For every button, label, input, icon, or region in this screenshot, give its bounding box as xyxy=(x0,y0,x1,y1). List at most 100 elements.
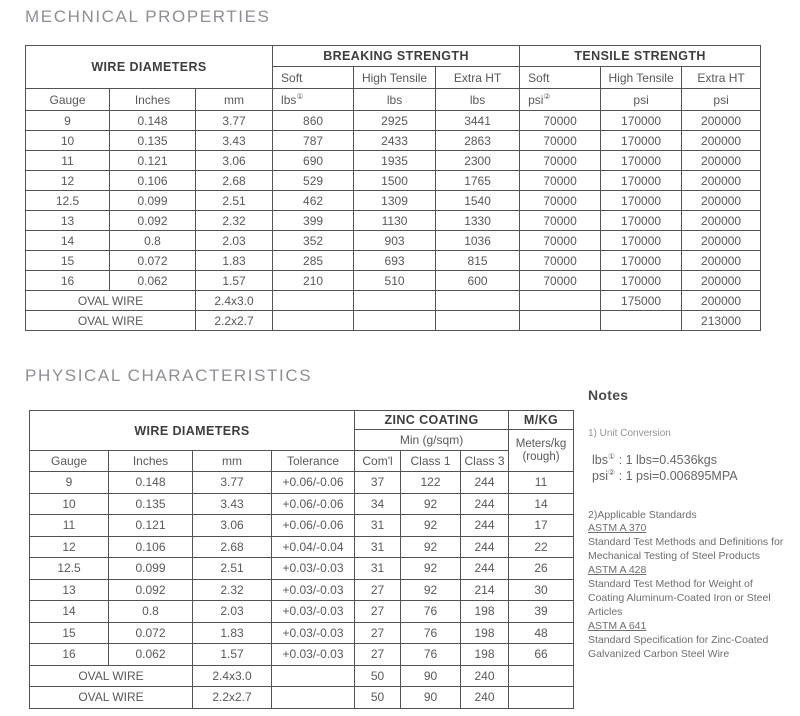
data-cell: 244 xyxy=(460,535,510,558)
unit-header-cell: lbs xyxy=(353,88,437,111)
data-cell: 240 xyxy=(460,664,510,687)
grade-header-cell: High Tensile xyxy=(600,66,683,89)
data-cell: 2.03 xyxy=(194,230,274,251)
data-cell: 170000 xyxy=(600,130,683,151)
inches-header-cell: Inches xyxy=(109,88,196,111)
data-cell: 198 xyxy=(460,621,510,644)
applicable-standards-title: 2)Applicable Standards xyxy=(588,509,697,521)
row-label-cell: 13 xyxy=(25,210,110,231)
class3-header-cell: Class 3 xyxy=(460,450,510,472)
data-cell: 1.83 xyxy=(192,621,272,644)
row-label-cell: 16 xyxy=(29,643,109,666)
data-cell: 70000 xyxy=(519,110,602,131)
data-cell: 200000 xyxy=(681,250,762,271)
data-cell: 34 xyxy=(354,492,402,515)
data-cell xyxy=(270,664,356,687)
coml-header-cell: Com'l xyxy=(354,450,402,472)
data-cell: 1935 xyxy=(353,150,437,171)
data-cell: 122 xyxy=(400,471,462,494)
data-cell: 1540 xyxy=(435,190,521,211)
data-cell: 690 xyxy=(272,150,355,171)
data-cell: 213000 xyxy=(681,310,762,331)
row-label-cell: 12.5 xyxy=(25,190,110,211)
data-cell: 352 xyxy=(272,230,355,251)
data-cell: 3.77 xyxy=(192,471,272,494)
data-cell: 70000 xyxy=(519,150,602,171)
data-cell: 170000 xyxy=(600,190,683,211)
data-cell: 2.32 xyxy=(194,210,274,231)
data-cell xyxy=(508,664,575,687)
data-cell: 244 xyxy=(460,557,510,580)
physical-characteristics-title: PHYSICAL CHARACTERISTICS xyxy=(25,366,313,385)
data-cell: 214 xyxy=(460,578,510,601)
breaking-strength-header: BREAKING STRENGTH xyxy=(272,45,521,67)
table-row: OVAL WIRE 2.4x3.0 175000 200000 xyxy=(25,290,762,311)
table-row: 9 0.148 3.77 860 2925 3441 70000 170000 200000 xyxy=(25,110,762,131)
data-cell: 0.106 xyxy=(109,170,196,191)
table-row: OVAL WIRE 2.2x2.7 50 90 240 xyxy=(29,686,575,709)
row-label-cell: OVAL WIRE xyxy=(25,290,196,311)
table-row: 12 0.106 2.68 529 1500 1765 70000 170000 200000 xyxy=(25,170,762,191)
data-cell: 11 xyxy=(508,471,575,494)
data-cell: +0.04/-0.04 xyxy=(270,535,356,558)
table-row: 12 0.106 2.68 +0.04/-0.04 31 92 244 22 xyxy=(29,535,575,558)
standard-description: Standard Test Methods and Definitions fo… xyxy=(588,536,784,562)
standard-code: ASTM A 370 xyxy=(588,522,647,534)
data-cell xyxy=(519,290,602,311)
data-cell: 0.072 xyxy=(109,250,196,271)
data-cell: 76 xyxy=(400,621,462,644)
data-cell: 600 xyxy=(435,270,521,291)
data-cell xyxy=(519,310,602,331)
data-cell: 37 xyxy=(354,471,402,494)
notes-panel: Notes 1) Unit Conversion lbs① : 1 lbs=0.… xyxy=(588,387,788,661)
data-cell: 200000 xyxy=(681,270,762,291)
data-cell: 2.32 xyxy=(192,578,272,601)
data-cell: 0.8 xyxy=(109,230,196,251)
data-cell: 2.2x2.7 xyxy=(192,686,272,709)
footnote-mark: ① xyxy=(296,91,304,101)
data-cell: 1.57 xyxy=(194,270,274,291)
data-cell: 3.77 xyxy=(194,110,274,131)
data-cell: +0.03/-0.03 xyxy=(270,600,356,623)
data-cell: 787 xyxy=(272,130,355,151)
class1-header-cell: Class 1 xyxy=(400,450,462,472)
data-cell: 27 xyxy=(354,621,402,644)
row-label-cell: 10 xyxy=(29,492,109,515)
data-cell: 2.2x2.7 xyxy=(194,310,274,331)
data-cell: 50 xyxy=(354,664,402,687)
table-row: 11 0.121 3.06 690 1935 2300 70000 170000 200000 xyxy=(25,150,762,171)
data-cell: 240 xyxy=(460,686,510,709)
phys-table-header: WIRE DIAMETERS ZINC COATING M/KG Min (g/… xyxy=(28,410,575,472)
data-cell: 0.121 xyxy=(109,150,196,171)
standard-item: ASTM A 370 Standard Test Methods and Def… xyxy=(588,521,788,563)
unit-header-cell: psi xyxy=(681,88,762,111)
data-cell: 70000 xyxy=(519,190,602,211)
wire-diameters-header: WIRE DIAMETERS xyxy=(24,45,274,89)
notes-heading: Notes xyxy=(588,387,629,403)
mech-table-header: WIRE DIAMETERS BREAKING STRENGTH TENSILE… xyxy=(24,45,762,111)
data-cell: 815 xyxy=(435,250,521,271)
data-cell: 2.68 xyxy=(192,535,272,558)
table-row: 11 0.121 3.06 +0.06/-0.06 31 92 244 17 xyxy=(29,514,575,537)
unit-header-cell: lbs① xyxy=(272,88,355,111)
data-cell xyxy=(272,310,355,331)
data-cell xyxy=(508,686,575,709)
data-cell: +0.06/-0.06 xyxy=(270,471,356,494)
data-cell: 170000 xyxy=(600,110,683,131)
data-cell: 0.8 xyxy=(108,600,193,623)
standard-code: ASTM A 428 xyxy=(588,564,647,576)
grade-header-cell: Extra HT xyxy=(681,66,762,89)
standard-item: ASTM A 641 Standard Specification for Zi… xyxy=(588,619,788,661)
data-cell: 200000 xyxy=(681,230,762,251)
data-cell: 2433 xyxy=(353,130,437,151)
unit-header-cell: psi② xyxy=(519,88,602,111)
row-label-cell: 15 xyxy=(25,250,110,271)
data-cell: 2.51 xyxy=(194,190,274,211)
data-cell: 462 xyxy=(272,190,355,211)
phys-table-body: 9 0.148 3.77 +0.06/-0.06 37 122 244 11 10 0.135 3.… xyxy=(29,471,575,709)
data-cell: 1765 xyxy=(435,170,521,191)
row-label-cell: 10 xyxy=(25,130,110,151)
table-row: 16 0.062 1.57 210 510 600 70000 170000 200000 xyxy=(25,270,762,291)
data-cell: 0.121 xyxy=(108,514,193,537)
inches-header-cell: Inches xyxy=(108,450,193,472)
